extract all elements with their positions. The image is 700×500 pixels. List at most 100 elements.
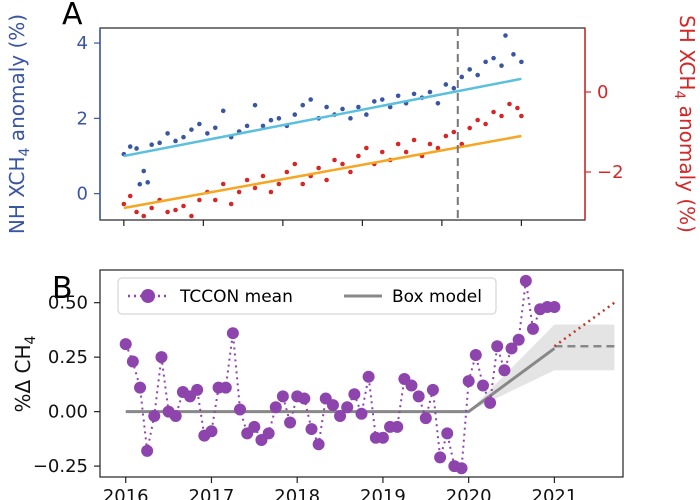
panel-b-y-ticks: −0.25 0.00 0.25 0.50 [33, 293, 100, 477]
panel-a-left-point [137, 181, 143, 187]
panel-a-right-point [141, 213, 147, 219]
panel-a-left-point [276, 116, 282, 121]
panel-a-left-point [451, 85, 457, 91]
tccon-mean-point [519, 274, 532, 287]
tccon-mean-point [119, 338, 132, 351]
tccon-mean-point [284, 416, 297, 429]
panel-a-left-point [127, 144, 133, 149]
tccon-mean-point [205, 425, 218, 438]
panel-a-left-point [324, 104, 329, 110]
tccon-mean-point [155, 351, 168, 364]
box-model-dotted-projection [553, 301, 616, 348]
panel-a-trend-right [123, 134, 522, 210]
panel-a-right-point [252, 185, 258, 191]
panel-a-right-point [284, 169, 290, 175]
tccon-mean-point [248, 420, 261, 433]
panel-b-frame [99, 269, 624, 478]
panel-a-left-tick-label: 2 [77, 108, 88, 129]
panel-a-left-point [205, 131, 210, 136]
legend-tccon-label: TCCON mean [179, 287, 293, 307]
panel-a-right-point [395, 141, 401, 147]
panel-a-left-point [387, 104, 393, 110]
tccon-mean-point [548, 301, 561, 314]
panel-a-right-point [268, 189, 274, 195]
panel-a-left-point [411, 91, 417, 97]
panel-a-right-point [332, 157, 337, 163]
tccon-mean-point [355, 407, 368, 420]
tccon-mean-point [469, 348, 482, 361]
tccon-mean-point [126, 355, 139, 368]
panel-a-right-point [459, 141, 465, 147]
legend-tccon-marker [141, 289, 155, 303]
panel-a-right-point [181, 203, 186, 209]
panel-a-left-point [244, 123, 250, 129]
tccon-mean-point [391, 420, 404, 433]
panel-a-left-ticks: 0 2 4 [77, 33, 100, 205]
panel-a-right-point [220, 181, 226, 187]
tccon-mean-point [455, 462, 468, 475]
panel-a-right-point [244, 177, 250, 183]
panel-a-right-axis-label: SH XCH4 anomaly (%) [671, 15, 699, 233]
panel-a-left-point [212, 125, 218, 131]
tccon-mean-point [148, 409, 161, 422]
panel-a-right-point [427, 141, 433, 147]
tccon-mean-point [491, 340, 504, 353]
panel-a-left-axis-label: NH XCH4 anomaly (%) [5, 14, 33, 234]
panel-a-right-point [212, 197, 218, 203]
panel-a-right-point [165, 209, 170, 215]
panel-a-right-point [340, 161, 345, 167]
panel-a-left-point [300, 102, 306, 108]
panel-a-right-point [276, 181, 282, 187]
panel-a-right-point [228, 201, 234, 207]
panel-b-tccon-series [119, 274, 561, 475]
panel-a-left-point [189, 127, 194, 132]
panel-b-y-tick-label: 0.50 [48, 293, 88, 314]
panel-a-right-point [475, 117, 480, 123]
panel-a-left-point [483, 59, 488, 65]
tccon-mean-point [326, 399, 339, 412]
tccon-mean-point [426, 383, 439, 396]
panel-a-right-point [189, 213, 194, 219]
tccon-mean-point [348, 388, 361, 401]
panel-a-right-point [316, 165, 321, 171]
tccon-mean-point [269, 401, 282, 414]
panel-a-left-point [364, 112, 369, 117]
panel-a-trend-left [123, 77, 522, 158]
panel-a-right-point [499, 113, 504, 119]
panel-a-x-ticks [123, 220, 522, 226]
panel-a-left-point [340, 106, 345, 112]
panel-a-left-point [308, 97, 313, 102]
panel-a-left-point [511, 52, 516, 57]
tccon-mean-point [305, 423, 318, 436]
tccon-mean-point [234, 403, 247, 416]
panel-a-left-point [157, 140, 162, 146]
panel-a-left-point [260, 123, 266, 129]
tccon-mean-point [376, 431, 389, 444]
panel-a-right-tick-label: −2 [597, 162, 624, 183]
panel-a-points [121, 33, 524, 219]
tccon-mean-point [441, 427, 454, 440]
panel-a-right-point [435, 145, 441, 151]
panel-a-left-point [379, 97, 385, 102]
panel-a-left-point [395, 93, 401, 99]
panel-a-left-point [491, 55, 496, 61]
panel-a-label: A [62, 0, 83, 32]
panel-a-left-point [252, 102, 258, 108]
panel-a-right-point [300, 181, 306, 187]
tccon-mean-point [226, 327, 239, 340]
panel-a-left-point [356, 104, 361, 110]
panel-a-right-tick-label: 0 [597, 82, 608, 103]
panel-a-left-point [475, 72, 480, 78]
panel-a-left-point [181, 134, 186, 140]
tccon-mean-point [434, 451, 447, 464]
tccon-mean-point [512, 333, 525, 346]
panel-a-left-point [220, 108, 226, 114]
tccon-mean-point [134, 381, 147, 394]
legend-box [117, 277, 497, 315]
panel-a-left-point [268, 117, 274, 123]
panel-a-right-point [127, 193, 133, 199]
panel-a-left-point [372, 99, 377, 104]
tccon-mean-point [191, 383, 204, 396]
tccon-mean-point [476, 379, 489, 392]
